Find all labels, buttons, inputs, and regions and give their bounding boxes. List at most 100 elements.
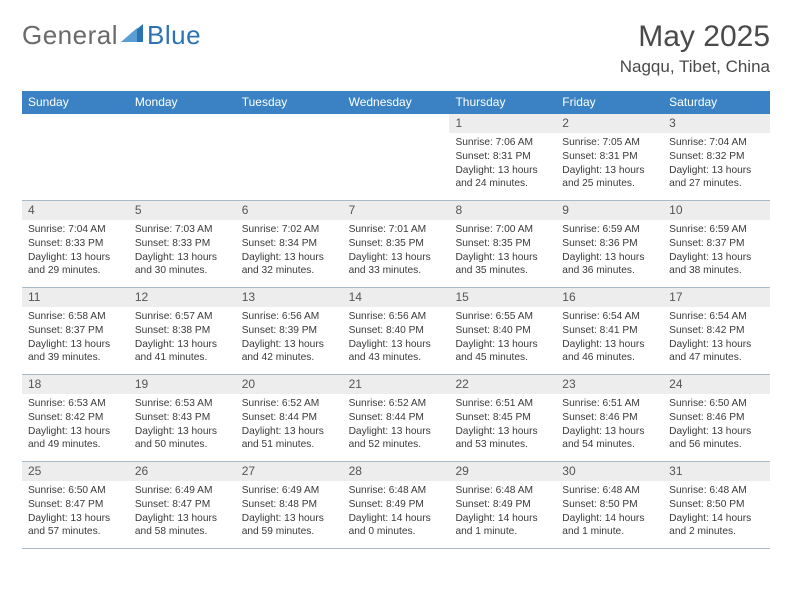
day-number: 28 — [343, 462, 450, 481]
day-number: 24 — [663, 375, 770, 394]
day-cell: 22Sunrise: 6:51 AMSunset: 8:45 PMDayligh… — [449, 375, 556, 461]
day-line: Sunset: 8:42 PM — [669, 324, 764, 338]
day-line: and 39 minutes. — [28, 351, 123, 365]
day-line: Sunrise: 7:01 AM — [349, 223, 444, 237]
day-body: Sunrise: 6:59 AMSunset: 8:36 PMDaylight:… — [556, 223, 663, 278]
day-cell: 29Sunrise: 6:48 AMSunset: 8:49 PMDayligh… — [449, 462, 556, 548]
day-line: Sunrise: 6:54 AM — [562, 310, 657, 324]
day-body: Sunrise: 6:54 AMSunset: 8:41 PMDaylight:… — [556, 310, 663, 365]
day-number: 10 — [663, 201, 770, 220]
day-line: and 56 minutes. — [669, 438, 764, 452]
day-body: Sunrise: 6:51 AMSunset: 8:46 PMDaylight:… — [556, 397, 663, 452]
day-number: 2 — [556, 114, 663, 133]
day-cell: 7Sunrise: 7:01 AMSunset: 8:35 PMDaylight… — [343, 201, 450, 287]
day-body: Sunrise: 6:56 AMSunset: 8:39 PMDaylight:… — [236, 310, 343, 365]
day-number: 19 — [129, 375, 236, 394]
day-line: Sunrise: 6:48 AM — [349, 484, 444, 498]
day-body: Sunrise: 6:52 AMSunset: 8:44 PMDaylight:… — [236, 397, 343, 452]
day-line: Sunrise: 6:59 AM — [669, 223, 764, 237]
day-body: Sunrise: 6:53 AMSunset: 8:42 PMDaylight:… — [22, 397, 129, 452]
day-line: and 50 minutes. — [135, 438, 230, 452]
day-line: and 52 minutes. — [349, 438, 444, 452]
day-cell: 11Sunrise: 6:58 AMSunset: 8:37 PMDayligh… — [22, 288, 129, 374]
day-number — [236, 114, 343, 119]
brand-text-2: Blue — [147, 20, 201, 51]
day-cell: 25Sunrise: 6:50 AMSunset: 8:47 PMDayligh… — [22, 462, 129, 548]
day-line: and 25 minutes. — [562, 177, 657, 191]
day-body: Sunrise: 7:03 AMSunset: 8:33 PMDaylight:… — [129, 223, 236, 278]
day-line: Sunrise: 6:51 AM — [455, 397, 550, 411]
day-line: Sunrise: 6:54 AM — [669, 310, 764, 324]
day-line: Sunset: 8:47 PM — [28, 498, 123, 512]
day-line: and 51 minutes. — [242, 438, 337, 452]
day-line: Daylight: 13 hours — [28, 512, 123, 526]
day-line: and 42 minutes. — [242, 351, 337, 365]
day-line: and 29 minutes. — [28, 264, 123, 278]
day-line: Sunset: 8:49 PM — [349, 498, 444, 512]
day-number: 14 — [343, 288, 450, 307]
day-body: Sunrise: 6:53 AMSunset: 8:43 PMDaylight:… — [129, 397, 236, 452]
day-body: Sunrise: 6:58 AMSunset: 8:37 PMDaylight:… — [22, 310, 129, 365]
day-number: 23 — [556, 375, 663, 394]
day-line: Daylight: 13 hours — [242, 425, 337, 439]
month-title: May 2025 — [620, 20, 770, 54]
day-line: Sunrise: 6:58 AM — [28, 310, 123, 324]
day-line: Daylight: 14 hours — [669, 512, 764, 526]
day-line: Sunset: 8:46 PM — [669, 411, 764, 425]
day-body: Sunrise: 7:02 AMSunset: 8:34 PMDaylight:… — [236, 223, 343, 278]
week-row: 25Sunrise: 6:50 AMSunset: 8:47 PMDayligh… — [22, 462, 770, 549]
day-number: 1 — [449, 114, 556, 133]
day-line: Daylight: 13 hours — [135, 338, 230, 352]
day-line: Sunrise: 6:50 AM — [669, 397, 764, 411]
day-line: and 38 minutes. — [669, 264, 764, 278]
day-cell: 17Sunrise: 6:54 AMSunset: 8:42 PMDayligh… — [663, 288, 770, 374]
day-body: Sunrise: 6:50 AMSunset: 8:47 PMDaylight:… — [22, 484, 129, 539]
day-cell: 26Sunrise: 6:49 AMSunset: 8:47 PMDayligh… — [129, 462, 236, 548]
day-line: Sunset: 8:49 PM — [455, 498, 550, 512]
day-number: 6 — [236, 201, 343, 220]
day-line: Daylight: 13 hours — [135, 425, 230, 439]
day-body: Sunrise: 6:52 AMSunset: 8:44 PMDaylight:… — [343, 397, 450, 452]
day-cell: 31Sunrise: 6:48 AMSunset: 8:50 PMDayligh… — [663, 462, 770, 548]
day-line: Sunset: 8:47 PM — [135, 498, 230, 512]
day-cell: 24Sunrise: 6:50 AMSunset: 8:46 PMDayligh… — [663, 375, 770, 461]
day-body: Sunrise: 7:00 AMSunset: 8:35 PMDaylight:… — [449, 223, 556, 278]
day-body: Sunrise: 6:48 AMSunset: 8:49 PMDaylight:… — [343, 484, 450, 539]
day-line: Daylight: 13 hours — [562, 164, 657, 178]
day-line: and 24 minutes. — [455, 177, 550, 191]
day-line: Sunrise: 7:03 AM — [135, 223, 230, 237]
weeks-container: 1 Sunrise: 7:06 AMSunset: 8:31 PMDaylight… — [22, 114, 770, 549]
day-body: Sunrise: 6:48 AMSunset: 8:49 PMDaylight:… — [449, 484, 556, 539]
day-number: 18 — [22, 375, 129, 394]
day-body: Sunrise: 7:04 AMSunset: 8:33 PMDaylight:… — [22, 223, 129, 278]
day-line: Daylight: 13 hours — [669, 164, 764, 178]
day-line: and 1 minute. — [562, 525, 657, 539]
day-line: Daylight: 13 hours — [455, 338, 550, 352]
day-line: Sunrise: 7:02 AM — [242, 223, 337, 237]
day-line: Daylight: 13 hours — [455, 425, 550, 439]
day-line: Sunset: 8:40 PM — [455, 324, 550, 338]
day-line: and 27 minutes. — [669, 177, 764, 191]
day-line: and 54 minutes. — [562, 438, 657, 452]
day-line: Sunset: 8:42 PM — [28, 411, 123, 425]
day-line: Sunset: 8:44 PM — [242, 411, 337, 425]
dow-thursday: Thursday — [449, 91, 556, 114]
day-of-week-header: Sunday Monday Tuesday Wednesday Thursday… — [22, 91, 770, 114]
day-number: 20 — [236, 375, 343, 394]
day-line: Sunset: 8:46 PM — [562, 411, 657, 425]
day-cell: 27Sunrise: 6:49 AMSunset: 8:48 PMDayligh… — [236, 462, 343, 548]
day-line: Sunset: 8:31 PM — [562, 150, 657, 164]
day-line: and 41 minutes. — [135, 351, 230, 365]
day-line: Sunrise: 6:56 AM — [349, 310, 444, 324]
brand-text-1: General — [22, 20, 118, 51]
day-cell: 28 Sunrise: 6:48 AMSunset: 8:49 PMDayligh… — [343, 462, 450, 548]
day-line: Sunrise: 6:56 AM — [242, 310, 337, 324]
day-line: Sunset: 8:40 PM — [349, 324, 444, 338]
day-body: Sunrise: 7:04 AMSunset: 8:32 PMDaylight:… — [663, 136, 770, 191]
day-body: Sunrise: 7:06 AMSunset: 8:31 PMDaylight:… — [449, 136, 556, 191]
day-number: 13 — [236, 288, 343, 307]
day-line: Daylight: 14 hours — [349, 512, 444, 526]
day-cell: 4Sunrise: 7:04 AMSunset: 8:33 PMDaylight… — [22, 201, 129, 287]
day-line: Sunset: 8:37 PM — [28, 324, 123, 338]
day-number: 5 — [129, 201, 236, 220]
